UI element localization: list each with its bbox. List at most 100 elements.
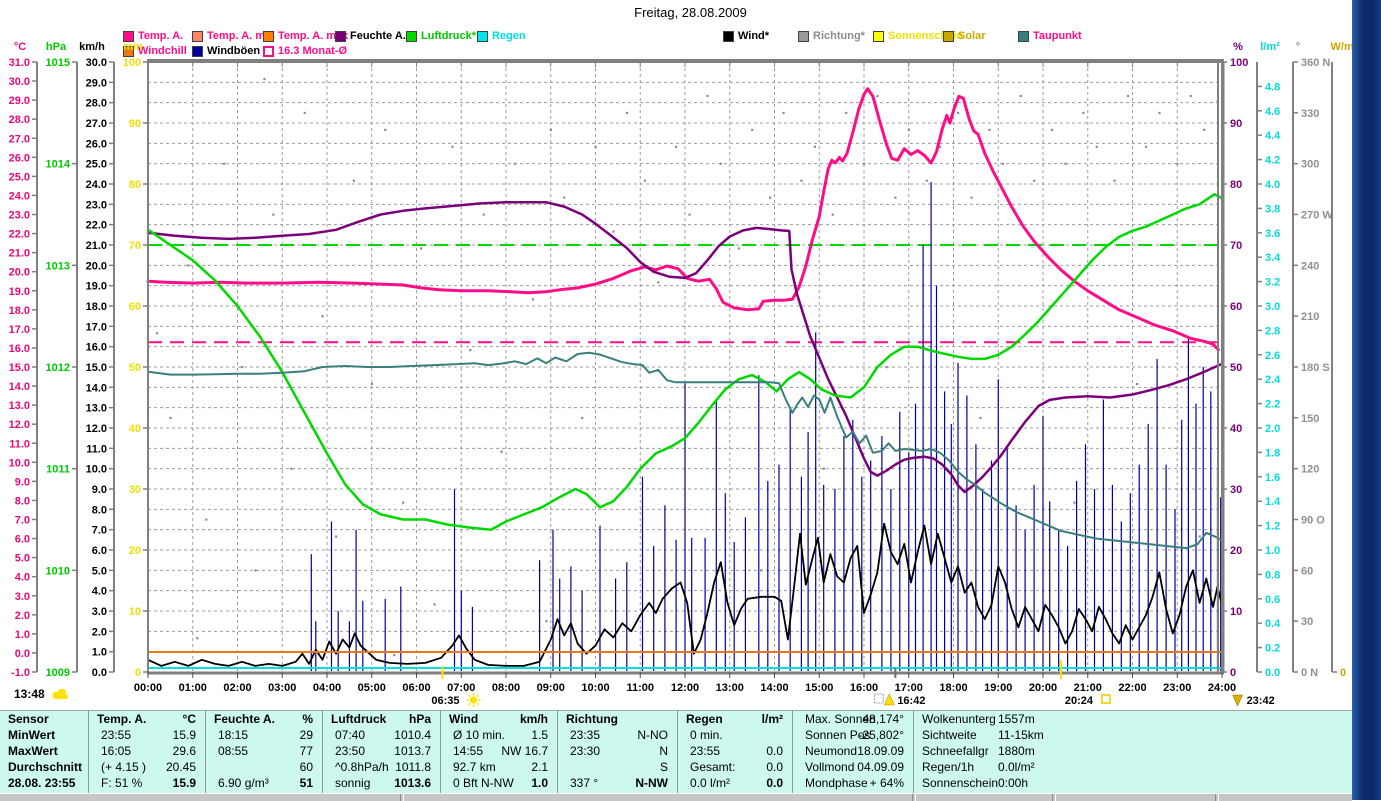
- legend-item-luftdruck-: Luftdruck*: [406, 30, 476, 42]
- table-row: (+ 4.15 ) 20.45: [101, 760, 196, 774]
- chart-canvas: 00:00 01:00 02:00 03:00 04:00 05:00 06:00 07:00…: [9, 41, 1358, 707]
- svg-text:25.0: 25.0: [9, 171, 30, 183]
- legend-label: Wind*: [738, 29, 770, 42]
- table-row: 6.90 g/m³ 51: [218, 776, 313, 790]
- table-row: 337 ° N-NW: [570, 776, 668, 790]
- svg-text:40: 40: [1230, 423, 1242, 435]
- axis-unit: min: [123, 41, 143, 53]
- svg-text:0.0: 0.0: [15, 648, 30, 660]
- legend-item-temp-a-min: Temp. A. min: [192, 30, 275, 42]
- svg-text:23.0: 23.0: [86, 199, 107, 211]
- svg-text:24.0: 24.0: [9, 190, 30, 202]
- table-row: Feuchte A.%: [214, 712, 313, 726]
- svg-text:210: 210: [1301, 311, 1319, 323]
- legend-item-windchill: Windchill: [123, 45, 187, 57]
- day-length: 13:48: [14, 687, 70, 701]
- svg-text:10.0: 10.0: [86, 464, 107, 476]
- svg-text:0.0: 0.0: [1265, 667, 1280, 679]
- svg-text:360 N: 360 N: [1301, 57, 1330, 69]
- legend-label: Solar: [958, 29, 986, 42]
- svg-text:19.0: 19.0: [9, 286, 30, 298]
- legend-label: Temp. A. min: [207, 29, 275, 42]
- svg-text:50: 50: [129, 362, 141, 374]
- table-row: Ø 10 min. 1.5: [453, 728, 548, 742]
- legend-label: Windböen: [207, 44, 261, 57]
- svg-text:4.0: 4.0: [1265, 179, 1280, 191]
- svg-text:12.0: 12.0: [9, 419, 30, 431]
- legend-item-wind-: Wind*: [723, 30, 769, 42]
- table-row: 23:50 1013.7: [335, 744, 431, 758]
- svg-text:0.8: 0.8: [1265, 569, 1280, 581]
- svg-text:26.0: 26.0: [9, 152, 30, 164]
- legend-swatch-icon: [406, 30, 417, 42]
- table-row: Sichtweite 11-15km: [922, 728, 1044, 742]
- table-column-info: Max. Sonnen 48,174° Sonnen Pos -25,802° Neum…: [792, 711, 913, 793]
- svg-text:26.0: 26.0: [86, 138, 107, 150]
- svg-text:0.0: 0.0: [92, 667, 107, 679]
- moon-icon: [873, 693, 884, 704]
- time-tick-label: 12:00: [671, 682, 699, 694]
- svg-text:3.8: 3.8: [1265, 203, 1280, 215]
- svg-text:0.2: 0.2: [1265, 643, 1280, 655]
- legend-item-richtung-: Richtung*: [798, 30, 865, 42]
- legend-item-solar: Solar: [943, 30, 986, 42]
- table-row: MinWert: [8, 728, 56, 742]
- legend-swatch-icon: [1018, 30, 1029, 42]
- time-tick-label: 04:00: [313, 682, 341, 694]
- svg-text:70: 70: [129, 240, 141, 252]
- svg-text:0: 0: [135, 667, 141, 679]
- table-row: 23:30 N: [570, 744, 668, 758]
- svg-text:20: 20: [129, 545, 141, 557]
- svg-text:1.2: 1.2: [1265, 521, 1280, 533]
- table-column-luftdruck: Luftdruck hPa 07:40 1010.4 23:50 1013.7 ^0.8hP…: [322, 711, 440, 793]
- legend-swatch-icon: [263, 45, 274, 57]
- svg-text:0.4: 0.4: [1265, 618, 1281, 630]
- table-row: Schneefallgr 1880m: [922, 744, 1035, 758]
- svg-text:18.0: 18.0: [86, 301, 107, 313]
- legend-item-taupunkt: Taupunkt: [1018, 30, 1082, 42]
- table-column-feuchte-a-: Feuchte A.% 18:15 29 08:55 77 60 6.90 g/m³ 51: [205, 711, 322, 793]
- time-tick-label: 07:00: [447, 682, 475, 694]
- statistics-table: Sensor MinWert MaxWert Durchschnitt 28.08. 2…: [0, 710, 1352, 794]
- axis-unit: km/h: [79, 41, 105, 53]
- svg-text:0: 0: [1230, 667, 1236, 679]
- legend-label: Temp. A. max: [278, 29, 349, 42]
- table-row: Sonnenschein 0:00h: [922, 776, 1029, 790]
- table-row: ^0.8hPa/h 1011.8: [335, 760, 431, 774]
- svg-text:2.2: 2.2: [1265, 399, 1280, 411]
- svg-text:1.0: 1.0: [15, 629, 30, 641]
- axis-unit: l/m²: [1260, 41, 1280, 53]
- table-row: sonnig 1013.6: [335, 776, 431, 790]
- time-tick-label: 20:00: [1029, 682, 1057, 694]
- table-row: 28.08. 23:55: [8, 776, 76, 790]
- svg-text:90: 90: [1230, 118, 1242, 130]
- svg-text:330: 330: [1301, 108, 1319, 120]
- svg-text:40: 40: [129, 423, 141, 435]
- legend-item-feuchte-a-: Feuchte A.*: [335, 30, 410, 42]
- svg-text:7.0: 7.0: [92, 525, 107, 537]
- svg-text:270 W: 270 W: [1301, 210, 1333, 222]
- series-temp-a: [146, 87, 1220, 352]
- svg-text:28.0: 28.0: [9, 114, 30, 126]
- svg-text:1010: 1010: [46, 565, 70, 577]
- page-title: Freitag, 28.08.2009: [634, 5, 747, 20]
- legend-label: Taupunkt: [1033, 29, 1082, 42]
- svg-text:1013: 1013: [46, 260, 70, 272]
- time-tick-label: 06:00: [402, 682, 430, 694]
- svg-text:1.6: 1.6: [1265, 472, 1280, 484]
- table-row: 0 min.: [690, 728, 723, 742]
- svg-text:21.0: 21.0: [86, 240, 107, 252]
- svg-text:17.0: 17.0: [9, 324, 30, 336]
- time-tick-label: 02:00: [223, 682, 251, 694]
- svg-text:7.0: 7.0: [15, 515, 30, 527]
- table-column-rowhead: Sensor MinWert MaxWert Durchschnitt 28.08. 2…: [0, 711, 87, 793]
- time-tick-label: 23:00: [1163, 682, 1191, 694]
- legend-swatch-icon: [943, 30, 954, 42]
- time-tick-label: 11:00: [626, 682, 654, 694]
- time-tick-label: 09:00: [537, 682, 565, 694]
- svg-text:1.4: 1.4: [1265, 496, 1281, 508]
- table-row: Durchschnitt: [8, 760, 83, 774]
- table-row: Sensor: [8, 712, 49, 726]
- table-row: 18:15 29: [218, 728, 313, 742]
- moonrise-time: 16:42: [897, 695, 925, 707]
